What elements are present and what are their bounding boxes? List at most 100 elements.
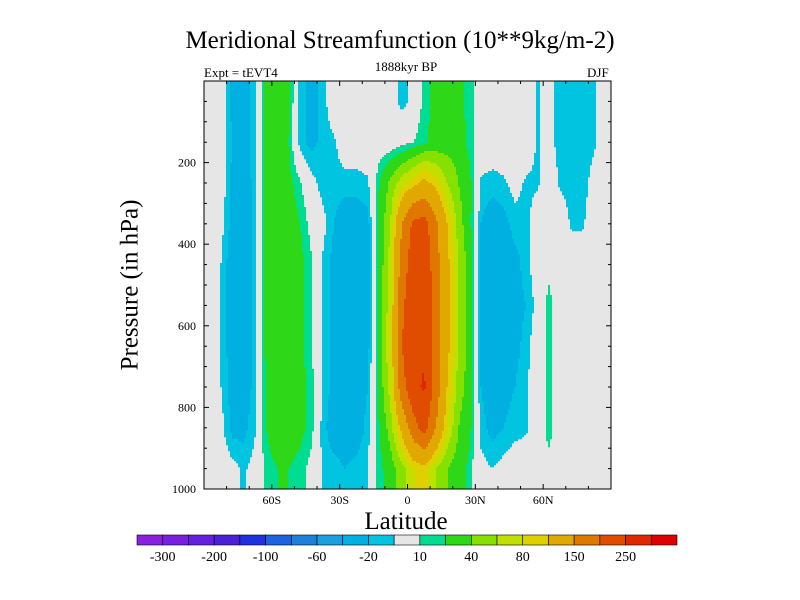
contour-fill-run — [466, 119, 474, 122]
contour-fill-run — [458, 333, 466, 336]
contour-fill-run — [404, 305, 432, 308]
contour-fill-run — [230, 187, 252, 190]
contour-fill-run — [478, 379, 480, 382]
contour-fill-run — [252, 313, 256, 316]
contour-fill-run — [408, 449, 436, 452]
contour-fill-run — [470, 169, 474, 172]
contour-fill-run — [478, 385, 480, 388]
contour-fill-run — [456, 223, 462, 226]
contour-fill-run — [472, 341, 474, 344]
contour-fill-run — [262, 111, 264, 114]
contour-fill-run — [330, 445, 360, 448]
contour-fill-run — [390, 361, 392, 364]
contour-fill-run — [546, 397, 552, 400]
contour-fill-run — [388, 281, 392, 284]
contour-fill-run — [394, 393, 400, 396]
contour-fill-run — [440, 281, 450, 284]
contour-fill-run — [432, 173, 444, 176]
contour-fill-run — [464, 375, 472, 378]
contour-fill-run — [482, 215, 506, 218]
contour-fill-run — [270, 449, 300, 452]
contour-fill-run — [480, 239, 514, 242]
contour-fill-run — [472, 417, 474, 420]
contour-fill-run — [394, 417, 398, 420]
contour-fill-run — [322, 333, 330, 336]
contour-fill-run — [460, 189, 472, 192]
contour-fill-run — [276, 463, 292, 466]
contour-fill-run — [322, 261, 330, 264]
contour-fill-run — [440, 349, 450, 352]
contour-fill-run — [414, 473, 428, 476]
contour-fill-run — [478, 397, 482, 400]
contour-fill-run — [330, 269, 370, 272]
contour-fill-run — [330, 293, 370, 296]
contour-fill-run — [322, 313, 330, 316]
contour-fill-run — [376, 379, 378, 382]
contour-fill-run — [330, 295, 370, 298]
contour-fill-run — [440, 451, 446, 454]
contour-fill-run — [228, 253, 252, 256]
contour-fill-run — [464, 231, 472, 234]
contour-fill-run — [448, 231, 452, 234]
contour-fill-run — [320, 445, 330, 448]
contour-fill-run — [262, 293, 264, 296]
contour-fill-run — [370, 241, 372, 244]
contour-fill-run — [458, 425, 472, 428]
contour-fill-run — [398, 167, 412, 170]
contour-fill-run — [392, 375, 394, 378]
contour-fill-run — [448, 363, 452, 366]
colorbar-label: -200 — [201, 550, 227, 565]
contour-fill-run — [412, 411, 430, 414]
contour-fill-run — [330, 347, 370, 350]
y-tick-label: 1000 — [172, 482, 196, 496]
contour-fill-run — [388, 283, 392, 286]
contour-fill-run — [382, 385, 388, 388]
contour-fill-run — [306, 401, 314, 404]
contour-fill-run — [342, 199, 360, 202]
contour-fill-run — [518, 365, 530, 368]
contour-fill-run — [518, 363, 530, 366]
contour-fill-run — [384, 229, 390, 232]
contour-fill-run — [296, 207, 306, 210]
contour-fill-run — [394, 395, 400, 398]
contour-fill-run — [394, 243, 400, 246]
contour-fill-run — [322, 461, 340, 464]
contour-fill-run — [226, 97, 230, 100]
contour-fill-run — [262, 177, 264, 180]
contour-fill-run — [276, 465, 290, 468]
contour-fill-run — [340, 201, 362, 204]
contour-fill-run — [454, 415, 460, 418]
contour-fill-run — [440, 275, 450, 278]
contour-fill-run — [306, 161, 340, 164]
contour-fill-run — [322, 301, 330, 304]
contour-fill-run — [454, 329, 458, 332]
contour-fill-run — [220, 369, 228, 372]
contour-fill-run — [250, 397, 256, 400]
contour-fill-run — [298, 85, 306, 88]
contour-fill-run — [226, 83, 230, 86]
contour-fill-run — [454, 271, 458, 274]
contour-fill-run — [472, 319, 474, 322]
contour-fill-run — [408, 267, 430, 270]
contour-fill-run — [504, 427, 528, 430]
contour-fill-run — [448, 483, 466, 486]
contour-fill-run — [400, 425, 408, 428]
contour-fill-run — [252, 301, 256, 304]
contour-fill-run — [230, 101, 250, 104]
contour-fill-run — [262, 141, 264, 144]
contour-fill-run — [306, 103, 318, 106]
contour-fill-run — [378, 209, 386, 212]
contour-fill-run — [330, 327, 370, 330]
contour-fill-run — [410, 237, 430, 240]
contour-fill-run — [252, 277, 256, 280]
contour-fill-run — [252, 275, 256, 278]
contour-fill-run — [268, 443, 302, 446]
contour-fill-run — [264, 477, 278, 480]
contour-fill-run — [478, 235, 480, 238]
contour-fill-run — [322, 341, 330, 344]
contour-fill-run — [264, 159, 290, 162]
contour-fill-run — [556, 155, 594, 158]
contour-fill-run — [376, 431, 380, 434]
contour-fill-run — [322, 311, 330, 314]
contour-fill-run — [264, 107, 290, 110]
